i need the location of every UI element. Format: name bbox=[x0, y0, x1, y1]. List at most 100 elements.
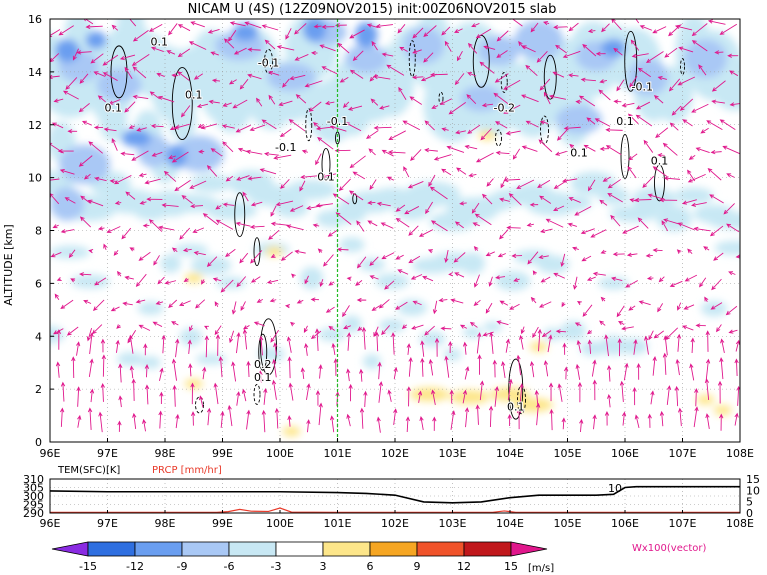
wind-vector bbox=[677, 407, 683, 427]
wind-vector bbox=[549, 408, 554, 431]
wind-vector bbox=[687, 169, 696, 182]
wind-vector bbox=[521, 145, 538, 152]
wind-vector bbox=[518, 41, 525, 49]
y-tick-label: 2 bbox=[35, 383, 42, 396]
wind-vector bbox=[622, 225, 639, 234]
wind-vector bbox=[58, 25, 74, 36]
wind-vector bbox=[684, 274, 698, 282]
wind-vector bbox=[315, 126, 333, 131]
wind-vector bbox=[161, 334, 166, 354]
shading-blob bbox=[397, 299, 428, 316]
surface-x-tick-label: 96E bbox=[40, 517, 61, 530]
wind-vector bbox=[678, 46, 694, 53]
wind-vector bbox=[516, 354, 522, 376]
shading-blob bbox=[99, 101, 128, 142]
wind-vector bbox=[401, 324, 408, 329]
wind-vector bbox=[264, 151, 279, 157]
wind-vector bbox=[92, 299, 105, 312]
wind-vector bbox=[280, 251, 293, 261]
wind-vector bbox=[369, 275, 379, 280]
wind-vector bbox=[652, 166, 668, 177]
wind-vector bbox=[391, 332, 396, 355]
wind-vector bbox=[235, 124, 251, 133]
wind-vector bbox=[705, 358, 711, 381]
legend-unit: [m/s] bbox=[528, 563, 554, 574]
wind-vector bbox=[688, 155, 696, 160]
wind-vector bbox=[689, 363, 695, 381]
wind-vector bbox=[79, 272, 92, 277]
wind-vector bbox=[375, 23, 393, 29]
wind-vector bbox=[503, 104, 521, 114]
wind-vector bbox=[536, 51, 548, 63]
wind-vector bbox=[64, 197, 76, 204]
wind-vector bbox=[229, 330, 235, 344]
wind-vector bbox=[467, 72, 477, 77]
wind-vector bbox=[657, 153, 665, 158]
wind-vector bbox=[729, 102, 740, 107]
wind-vector bbox=[694, 388, 699, 407]
wind-vector bbox=[564, 366, 569, 380]
wind-vector bbox=[627, 113, 639, 125]
wind-vector bbox=[562, 178, 578, 183]
wind-vector bbox=[325, 306, 335, 313]
wind-vector bbox=[57, 148, 74, 154]
wind-vector bbox=[693, 226, 711, 232]
wind-vector bbox=[152, 321, 163, 327]
wind-vector bbox=[317, 136, 334, 150]
wind-vector bbox=[677, 222, 695, 231]
wind-vector bbox=[103, 243, 108, 251]
wind-vector bbox=[128, 124, 135, 129]
wind-vector bbox=[291, 273, 296, 279]
x-tick-label: 105E bbox=[554, 447, 582, 460]
wind-vector bbox=[259, 335, 264, 356]
wind-vector bbox=[568, 73, 579, 78]
wind-vector bbox=[398, 86, 407, 100]
wind-vector bbox=[542, 20, 550, 26]
wind-vector bbox=[496, 320, 509, 326]
wind-vector bbox=[222, 102, 232, 107]
wind-vector bbox=[408, 356, 413, 377]
x-tick-label: 99E bbox=[212, 447, 233, 460]
wind-vector bbox=[357, 326, 363, 331]
wind-vector bbox=[636, 363, 641, 380]
wind-vector bbox=[629, 76, 638, 88]
wind-vector bbox=[547, 334, 553, 353]
wind-vector bbox=[67, 129, 78, 134]
wind-vector bbox=[179, 300, 191, 306]
right-tick-label: 10 bbox=[746, 484, 760, 497]
wind-vector bbox=[408, 255, 421, 264]
wind-vector bbox=[440, 326, 452, 331]
wind-vector bbox=[668, 23, 682, 37]
wind-vector bbox=[583, 144, 596, 152]
wind-vector bbox=[101, 354, 106, 377]
wind-vector bbox=[371, 305, 381, 311]
wind-vector bbox=[91, 324, 103, 335]
wind-vector bbox=[707, 19, 726, 25]
wind-vector bbox=[650, 390, 655, 405]
wind-vector bbox=[653, 330, 665, 339]
y-tick-label: 14 bbox=[28, 66, 42, 79]
wind-vector bbox=[543, 360, 549, 377]
wind-vector bbox=[600, 296, 606, 302]
wind-vector bbox=[231, 301, 237, 315]
shading-blob bbox=[70, 274, 111, 289]
wind-vector bbox=[406, 386, 411, 407]
wind-vector bbox=[693, 406, 699, 428]
positive-contour bbox=[620, 134, 630, 179]
wind-vector bbox=[369, 256, 379, 267]
wind-vector bbox=[196, 103, 209, 108]
contour-label: 0.1 bbox=[651, 154, 669, 167]
wind-vector bbox=[576, 339, 582, 353]
wind-vector bbox=[428, 174, 436, 187]
negative-contour bbox=[264, 48, 273, 74]
wind-vector bbox=[214, 301, 219, 308]
wind-vector bbox=[488, 405, 494, 428]
wind-vector bbox=[214, 325, 222, 336]
shading-blob bbox=[58, 144, 111, 185]
wind-vector bbox=[116, 324, 121, 329]
wind-vector bbox=[607, 193, 623, 203]
wind-vector bbox=[425, 201, 434, 215]
wind-vector bbox=[431, 104, 439, 109]
negative-contour bbox=[305, 108, 313, 142]
wind-vector bbox=[711, 80, 726, 92]
